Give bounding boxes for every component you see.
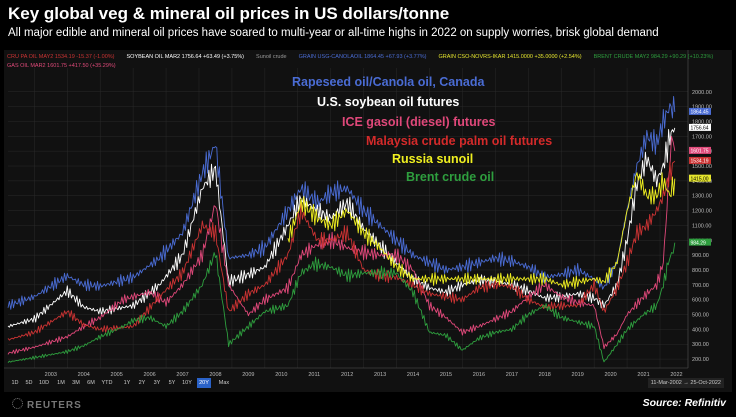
reuters-logo: REUTERS [12, 398, 82, 411]
x-tick-label: 2016 [473, 372, 485, 378]
y-tick-label: 1800.00 [692, 119, 712, 125]
series-line-0 [7, 95, 676, 310]
legend-entry: BRENT CRUDE MAY2 984.29 +90.29 (+10.23%) [593, 54, 714, 60]
y-tick-label: 700.00 [692, 283, 709, 289]
x-tick-label: 2006 [143, 372, 155, 378]
last-value-tag [689, 174, 711, 182]
series-annotation: U.S. soybean oil futures [317, 95, 460, 109]
last-value-tag [689, 146, 711, 154]
x-tick-label: 2007 [176, 372, 188, 378]
range-selector: 1D 5D 10D 1M 3M 6M YTD 1Y 2Y 3Y 5Y 10Y 20Y Max 11-Mar-… [4, 378, 732, 388]
x-tick-label: 2020 [604, 372, 616, 378]
x-tick-label: 2003 [45, 372, 57, 378]
last-value-tag [689, 123, 711, 131]
series-annotation: Russia sunoil [392, 152, 474, 166]
source-note: Source: Refinitiv [642, 397, 726, 409]
legend-entry: GRAIN CSO-NOVRS-IKAR 1415.0000 +35.0000 … [438, 54, 582, 60]
last-value-tag [689, 156, 711, 164]
x-tick-label: 2015 [440, 372, 452, 378]
range-button-5y[interactable]: 5Y [168, 380, 176, 386]
legend-entry: CRU PA OIL MAY2 1534.19 -15.37 (-1.00%) [7, 54, 115, 60]
y-tick-label: 500.00 [692, 313, 709, 319]
y-tick-label: 1500.00 [692, 164, 712, 170]
x-tick-label: 2018 [539, 372, 551, 378]
series-line-1 [7, 127, 676, 328]
reuters-mark-icon [12, 398, 23, 409]
brand-text: REUTERS [27, 400, 82, 411]
y-tick-label: 600.00 [692, 298, 709, 304]
y-tick-label: 1200.00 [692, 209, 712, 215]
series-line-4 [287, 172, 676, 290]
x-tick-label: 2008 [209, 372, 221, 378]
range-button-6m[interactable]: 6M [87, 380, 95, 386]
range-button-2y[interactable]: 2Y [138, 380, 146, 386]
chart-title: Key global veg & mineral oil prices in U… [8, 4, 450, 23]
last-value-label: 1601.75 [691, 149, 709, 155]
series-line-3 [7, 160, 676, 341]
y-tick-label: 900.00 [692, 253, 709, 259]
series-annotation: Malaysia crude palm oil futures [366, 134, 553, 148]
x-tick-label: 2013 [374, 372, 386, 378]
range-button-1m[interactable]: 1M [57, 380, 65, 386]
x-tick-label: 2017 [506, 372, 518, 378]
range-button-10d[interactable]: 10D [38, 380, 50, 386]
series-annotation: Brent crude oil [406, 170, 495, 184]
y-tick-label: 200.00 [692, 357, 709, 363]
x-tick-label: 2011 [308, 372, 320, 378]
last-value-tag [689, 238, 711, 246]
x-tick-label: 2010 [275, 372, 287, 378]
x-tick-label: 2009 [242, 372, 254, 378]
chart-area[interactable]: 200.00 300.00 400.00 500.00 600.00 700.00 800.… [4, 50, 732, 392]
legend-row-1: CRU PA OIL MAY2 1534.19 -15.37 (-1.00%) S… [7, 54, 725, 60]
series-line-2 [7, 135, 676, 355]
last-value-label: 1415.00 [691, 176, 709, 182]
range-button-1d[interactable]: 1D [11, 380, 19, 386]
y-tick-label: 1700.00 [692, 134, 712, 140]
range-button-1y[interactable]: 1Y [123, 380, 131, 386]
last-value-label: 1534.19 [691, 159, 709, 165]
x-tick-label: 2014 [407, 372, 419, 378]
y-tick-label: 1100.00 [692, 223, 711, 229]
y-tick-label: 2000.00 [692, 90, 712, 96]
x-tick-label: 2004 [78, 372, 90, 378]
range-button-5d[interactable]: 5D [25, 380, 33, 386]
series-annotation: Rapeseed oil/Canola oil, Canada [292, 75, 485, 89]
y-tick-label: 400.00 [692, 327, 709, 333]
range-button-3y[interactable]: 3Y [153, 380, 161, 386]
y-tick-label: 1400.00 [692, 179, 712, 185]
last-value-label: 984.29 [691, 240, 707, 246]
x-tick-label: 2021 [637, 372, 649, 378]
x-tick-label: 2022 [670, 372, 682, 378]
range-button-3m[interactable]: 3M [72, 380, 80, 386]
legend-entry: Sunoil crude [256, 54, 287, 60]
range-button-20y[interactable]: 20Y [197, 378, 211, 388]
y-tick-label: 800.00 [692, 268, 709, 274]
x-tick-label: 2005 [111, 372, 123, 378]
price-plot[interactable]: 200.00 300.00 400.00 500.00 600.00 700.00 800.… [4, 50, 732, 378]
range-button-10y[interactable]: 10Y [182, 380, 192, 386]
range-button-ytd[interactable]: YTD [101, 380, 113, 386]
chart-subtitle: All major edible and mineral oil prices … [8, 27, 659, 39]
y-tick-label: 1300.00 [692, 194, 712, 200]
last-value-label: 1756.64 [691, 126, 709, 132]
series-annotation: ICE gasoil (diesel) futures [342, 115, 496, 129]
last-value-tag [689, 107, 711, 115]
x-tick-label: 2012 [341, 372, 353, 378]
series-line-5 [7, 242, 676, 363]
legend-row-2: GAS OIL MAR2 1601.75 +417.50 (+35.29%) [7, 63, 128, 69]
legend-entry: GAS OIL MAR2 1601.75 +417.50 (+35.29%) [7, 63, 116, 69]
y-tick-label: 300.00 [692, 342, 709, 348]
range-button-max[interactable]: Max [218, 380, 230, 386]
legend-entry: SOYBEAN OIL MAR2 1756.64 +63.49 (+3.75%) [126, 54, 245, 60]
date-range-readout[interactable]: 11-Mar-2002 → 25-Oct-2022 [647, 378, 724, 388]
last-value-label: 1864.45 [691, 110, 709, 116]
x-tick-label: 2019 [572, 372, 584, 378]
legend-entry: GRAIN USG-CANOLAOIL 1864.45 +67.93 (+3.7… [298, 54, 427, 60]
footer: REUTERS Source: Refinitiv [0, 392, 736, 417]
y-tick-label: 1900.00 [692, 105, 712, 111]
